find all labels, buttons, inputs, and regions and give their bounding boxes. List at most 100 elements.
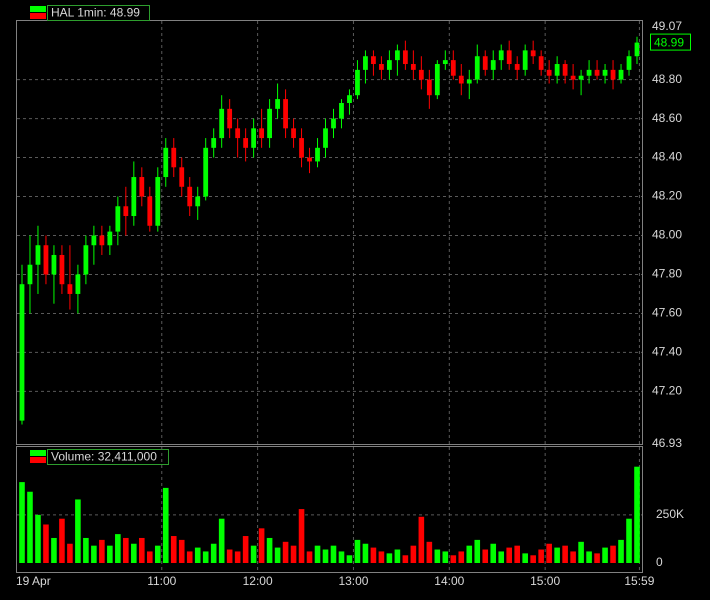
volume-bar: [234, 551, 241, 563]
candle-body: [251, 128, 257, 148]
volume-bar: [266, 537, 273, 563]
y-tick-label: 46.93: [652, 436, 682, 450]
candle-body: [99, 235, 105, 246]
candle-body: [570, 75, 576, 80]
candle-body: [211, 138, 217, 148]
volume-bar: [618, 539, 624, 563]
volume-bar: [107, 545, 113, 563]
candle-body: [19, 284, 25, 421]
volume-bar: [362, 543, 369, 563]
volume-bar: [562, 545, 568, 563]
candle-body: [394, 50, 400, 61]
candle-body: [594, 69, 600, 76]
volume-bar: [19, 482, 25, 563]
volume-bar: [418, 516, 425, 563]
legend-text: HAL 1min: 48.99: [51, 6, 140, 20]
price-tag: 48.99: [654, 35, 684, 49]
candle-body: [506, 50, 512, 65]
candle-body: [307, 157, 312, 162]
candle-body: [355, 69, 360, 96]
volume-bar: [210, 543, 217, 563]
candle-body: [466, 79, 472, 84]
candle-body: [634, 42, 640, 57]
candle-body: [131, 177, 137, 217]
y-tick-label: 0: [656, 555, 663, 569]
volume-bar: [170, 536, 177, 563]
volume-bar: [178, 539, 185, 563]
legend-text: Volume: 32,411,000: [51, 450, 157, 464]
candle-body: [179, 167, 185, 187]
candle-body: [83, 245, 89, 275]
volume-bar: [594, 553, 600, 563]
volume-bar: [322, 549, 329, 563]
candle-body: [371, 56, 376, 65]
y-tick-label: 48.80: [652, 72, 682, 86]
candle-body: [426, 79, 432, 96]
volume-bar: [27, 491, 33, 563]
candle-body: [538, 56, 544, 70]
volume-bar: [466, 545, 473, 563]
y-tick-label: 48.20: [652, 189, 682, 203]
candle-body: [410, 64, 416, 70]
volume-bar: [226, 549, 233, 563]
volume-bar: [290, 545, 297, 563]
volume-bar: [43, 524, 49, 563]
candle-body: [75, 274, 81, 294]
candle-body: [67, 284, 73, 294]
volume-bar: [59, 518, 65, 563]
volume-bar: [490, 543, 497, 563]
volume-bar: [338, 551, 345, 563]
volume-bar: [410, 545, 417, 563]
volume-bar: [330, 545, 337, 563]
y-tick-label: 47.20: [652, 384, 682, 398]
candle-body: [187, 186, 193, 207]
legend-up: [30, 6, 46, 12]
candle-body: [331, 118, 336, 129]
volume-bar: [298, 509, 305, 563]
candle-body: [139, 177, 145, 197]
volume-bar: [67, 543, 73, 563]
candle-body: [562, 64, 568, 76]
candle-body: [602, 69, 608, 76]
candle-body: [243, 138, 249, 148]
volume-bar: [154, 545, 161, 563]
volume-bar: [186, 551, 193, 563]
volume-bar: [123, 537, 129, 563]
candle-body: [339, 102, 344, 119]
volume-bar: [202, 551, 209, 563]
candle-body: [554, 64, 560, 76]
y-tick-label: 48.40: [652, 150, 682, 164]
candle-body: [474, 56, 480, 80]
candle-body: [626, 56, 632, 70]
y-tick-label: 47.60: [652, 306, 682, 320]
volume-bar: [634, 466, 640, 563]
x-tick-label: 19 Apr: [16, 574, 51, 588]
volume-bar: [115, 534, 121, 563]
volume-bar: [426, 541, 433, 563]
volume-bar: [458, 551, 465, 563]
candle-body: [107, 231, 113, 246]
volume-bar: [546, 543, 552, 563]
volume-bar: [306, 551, 313, 563]
price-frame: [16, 20, 643, 445]
volume-bar: [242, 536, 249, 563]
candle-body: [283, 99, 288, 129]
y-tick-label: 47.40: [652, 345, 682, 359]
candle-body: [578, 75, 584, 80]
price-tag-box: [650, 33, 691, 51]
volume-bar: [378, 551, 385, 563]
volume-bar: [434, 549, 441, 563]
candle-body: [418, 69, 424, 80]
volume-bar: [610, 545, 616, 563]
candle-body: [267, 108, 272, 139]
candle-body: [291, 128, 296, 139]
x-tick-label: 15:59: [624, 574, 654, 588]
y-tick-label: 49.07: [652, 19, 682, 33]
x-tick-label: 14:00: [434, 574, 464, 588]
candle-body: [155, 177, 161, 226]
volume-bar: [146, 551, 153, 563]
candle-body: [514, 64, 520, 70]
x-tick-label: 13:00: [338, 574, 368, 588]
candle-body: [227, 108, 233, 129]
